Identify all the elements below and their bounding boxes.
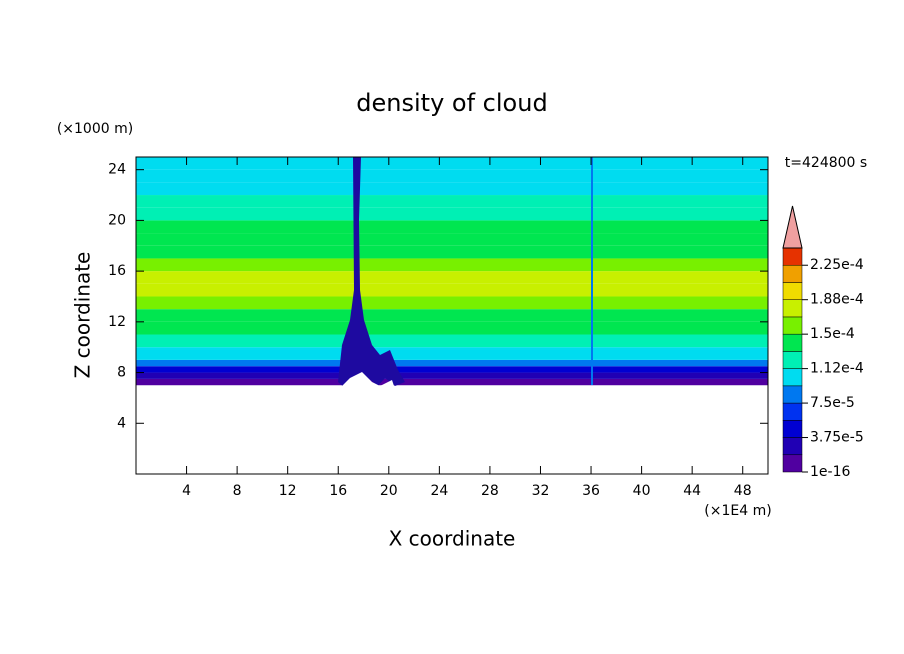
y-tick-label: 20: [108, 212, 126, 228]
contour-band: [136, 245, 768, 259]
contour-band: [136, 372, 768, 379]
contour-band: [136, 182, 768, 196]
x-tick-label: 28: [481, 483, 499, 499]
colorbar-swatch: [782, 333, 803, 352]
plot-frame: [135, 156, 769, 475]
colorbar-tick-label: 1e-16: [810, 464, 850, 480]
colorbar-extension: [782, 205, 803, 249]
x-tick-label: 48: [734, 483, 752, 499]
y-unit: (×1000 m): [57, 121, 133, 137]
x-tick-label: 20: [380, 483, 398, 499]
chart-title: density of cloud: [356, 89, 547, 117]
contour-field: [136, 157, 768, 386]
contour-band: [136, 258, 768, 272]
colorbar-swatch: [782, 402, 803, 421]
contour-band: [136, 296, 768, 310]
colorbar-swatch: [782, 316, 803, 335]
colorbar-swatch: [782, 420, 803, 438]
y-axis-label: Z coordinate: [71, 252, 95, 379]
contour-band: [136, 321, 768, 335]
colorbar-swatch: [782, 247, 803, 266]
x-unit: (×1E4 m): [704, 503, 771, 519]
contour-band: [136, 271, 768, 284]
x-tick-label: 12: [279, 483, 297, 499]
contour-band: [136, 233, 768, 246]
contour-band: [136, 220, 768, 234]
contour-band: [136, 195, 768, 208]
y-tick-label: 12: [108, 314, 126, 330]
y-tick-label: 16: [108, 263, 126, 279]
colorbar-tick-label: 1.5e-4: [810, 326, 855, 342]
y-tick-label: 24: [108, 162, 126, 178]
colorbar-swatch: [782, 264, 803, 283]
x-tick-label: 32: [532, 483, 550, 499]
x-tick-label: 8: [233, 483, 242, 499]
x-tick-label: 40: [633, 483, 651, 499]
colorbar-tick-label: 2.25e-4: [810, 257, 864, 273]
contour-band: [136, 207, 768, 221]
colorbar-tick-label: 1.12e-4: [810, 361, 864, 377]
x-tick-label: 16: [329, 483, 347, 499]
colorbar-swatch: [782, 437, 803, 456]
contour-band: [136, 283, 768, 297]
colorbar-swatch: [782, 282, 803, 300]
colorbar-swatch: [782, 299, 803, 318]
colorbar-tick-label: 7.5e-5: [810, 395, 855, 411]
contour-band: [136, 157, 768, 170]
plume: [338, 157, 593, 392]
contour-band: [136, 334, 768, 348]
contour-band: [136, 347, 768, 360]
x-axis-label: X coordinate: [389, 527, 516, 551]
colorbar-swatch: [782, 351, 803, 369]
colorbar-swatch: [782, 385, 803, 404]
x-tick-label: 4: [182, 483, 191, 499]
contour-band: [136, 378, 768, 386]
y-tick-label: 4: [117, 415, 126, 431]
x-tick-label: 24: [430, 483, 448, 499]
colorbar: 1e-16 3.75e-5 7.5e-5 1.12e-4 1.5e-4 1.88e-4 2.…: [782, 205, 864, 480]
contour-band: [136, 169, 768, 183]
contour-band: [136, 309, 768, 322]
x-tick-label: 36: [582, 483, 600, 499]
colorbar-tick-label: 1.88e-4: [810, 292, 864, 308]
plume-gap: [340, 372, 396, 392]
colorbar-swatch: [782, 368, 803, 387]
y-tick-label: 8: [117, 365, 126, 381]
annotation: t=424800 s: [785, 155, 867, 171]
colorbar-tick-label: 3.75e-5: [810, 430, 864, 446]
contour-band: [136, 366, 768, 373]
x-tick-label: 44: [683, 483, 701, 499]
plume-core: [338, 157, 405, 388]
contour-band: [136, 359, 768, 367]
colorbar-swatch: [782, 454, 803, 473]
